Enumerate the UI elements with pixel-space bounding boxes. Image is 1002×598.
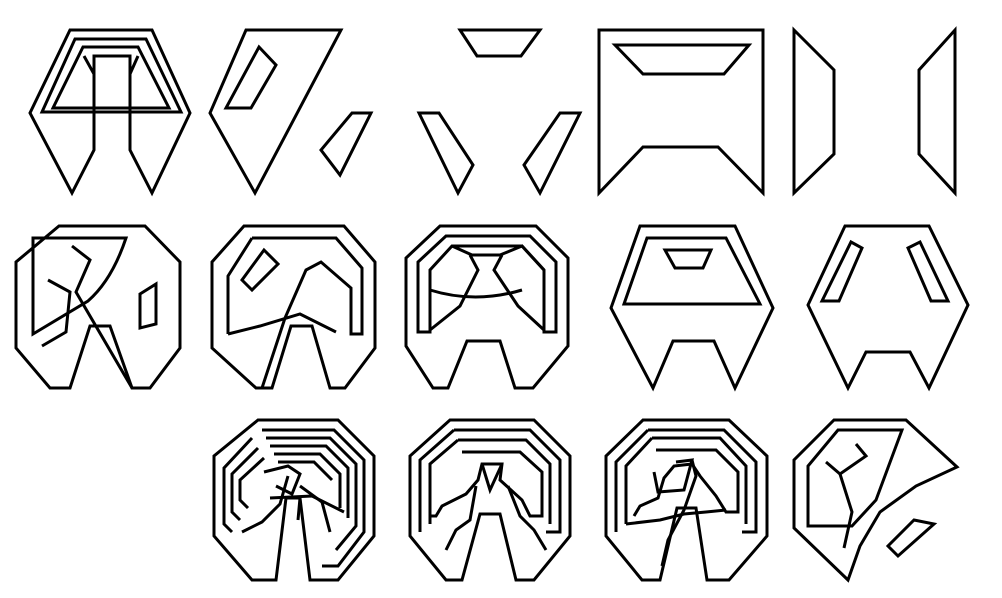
fig-r2-c3	[404, 224, 570, 390]
fig-r3-c4	[604, 418, 769, 582]
fig-r3-c3	[408, 418, 572, 582]
fig-r2-c4	[609, 224, 775, 392]
fig-r1-c3	[416, 28, 583, 197]
fig-r2-c1	[14, 224, 182, 390]
fig-r1-c2	[208, 28, 374, 197]
fig-r1-c1	[28, 28, 192, 197]
fig-r3-c5	[792, 418, 960, 583]
fig-r2-c5	[806, 224, 970, 392]
fig-r1-c4	[597, 28, 765, 197]
fig-r3-c2	[212, 418, 376, 582]
fig-r2-c2	[210, 224, 377, 390]
fig-r1-c5	[792, 26, 957, 197]
